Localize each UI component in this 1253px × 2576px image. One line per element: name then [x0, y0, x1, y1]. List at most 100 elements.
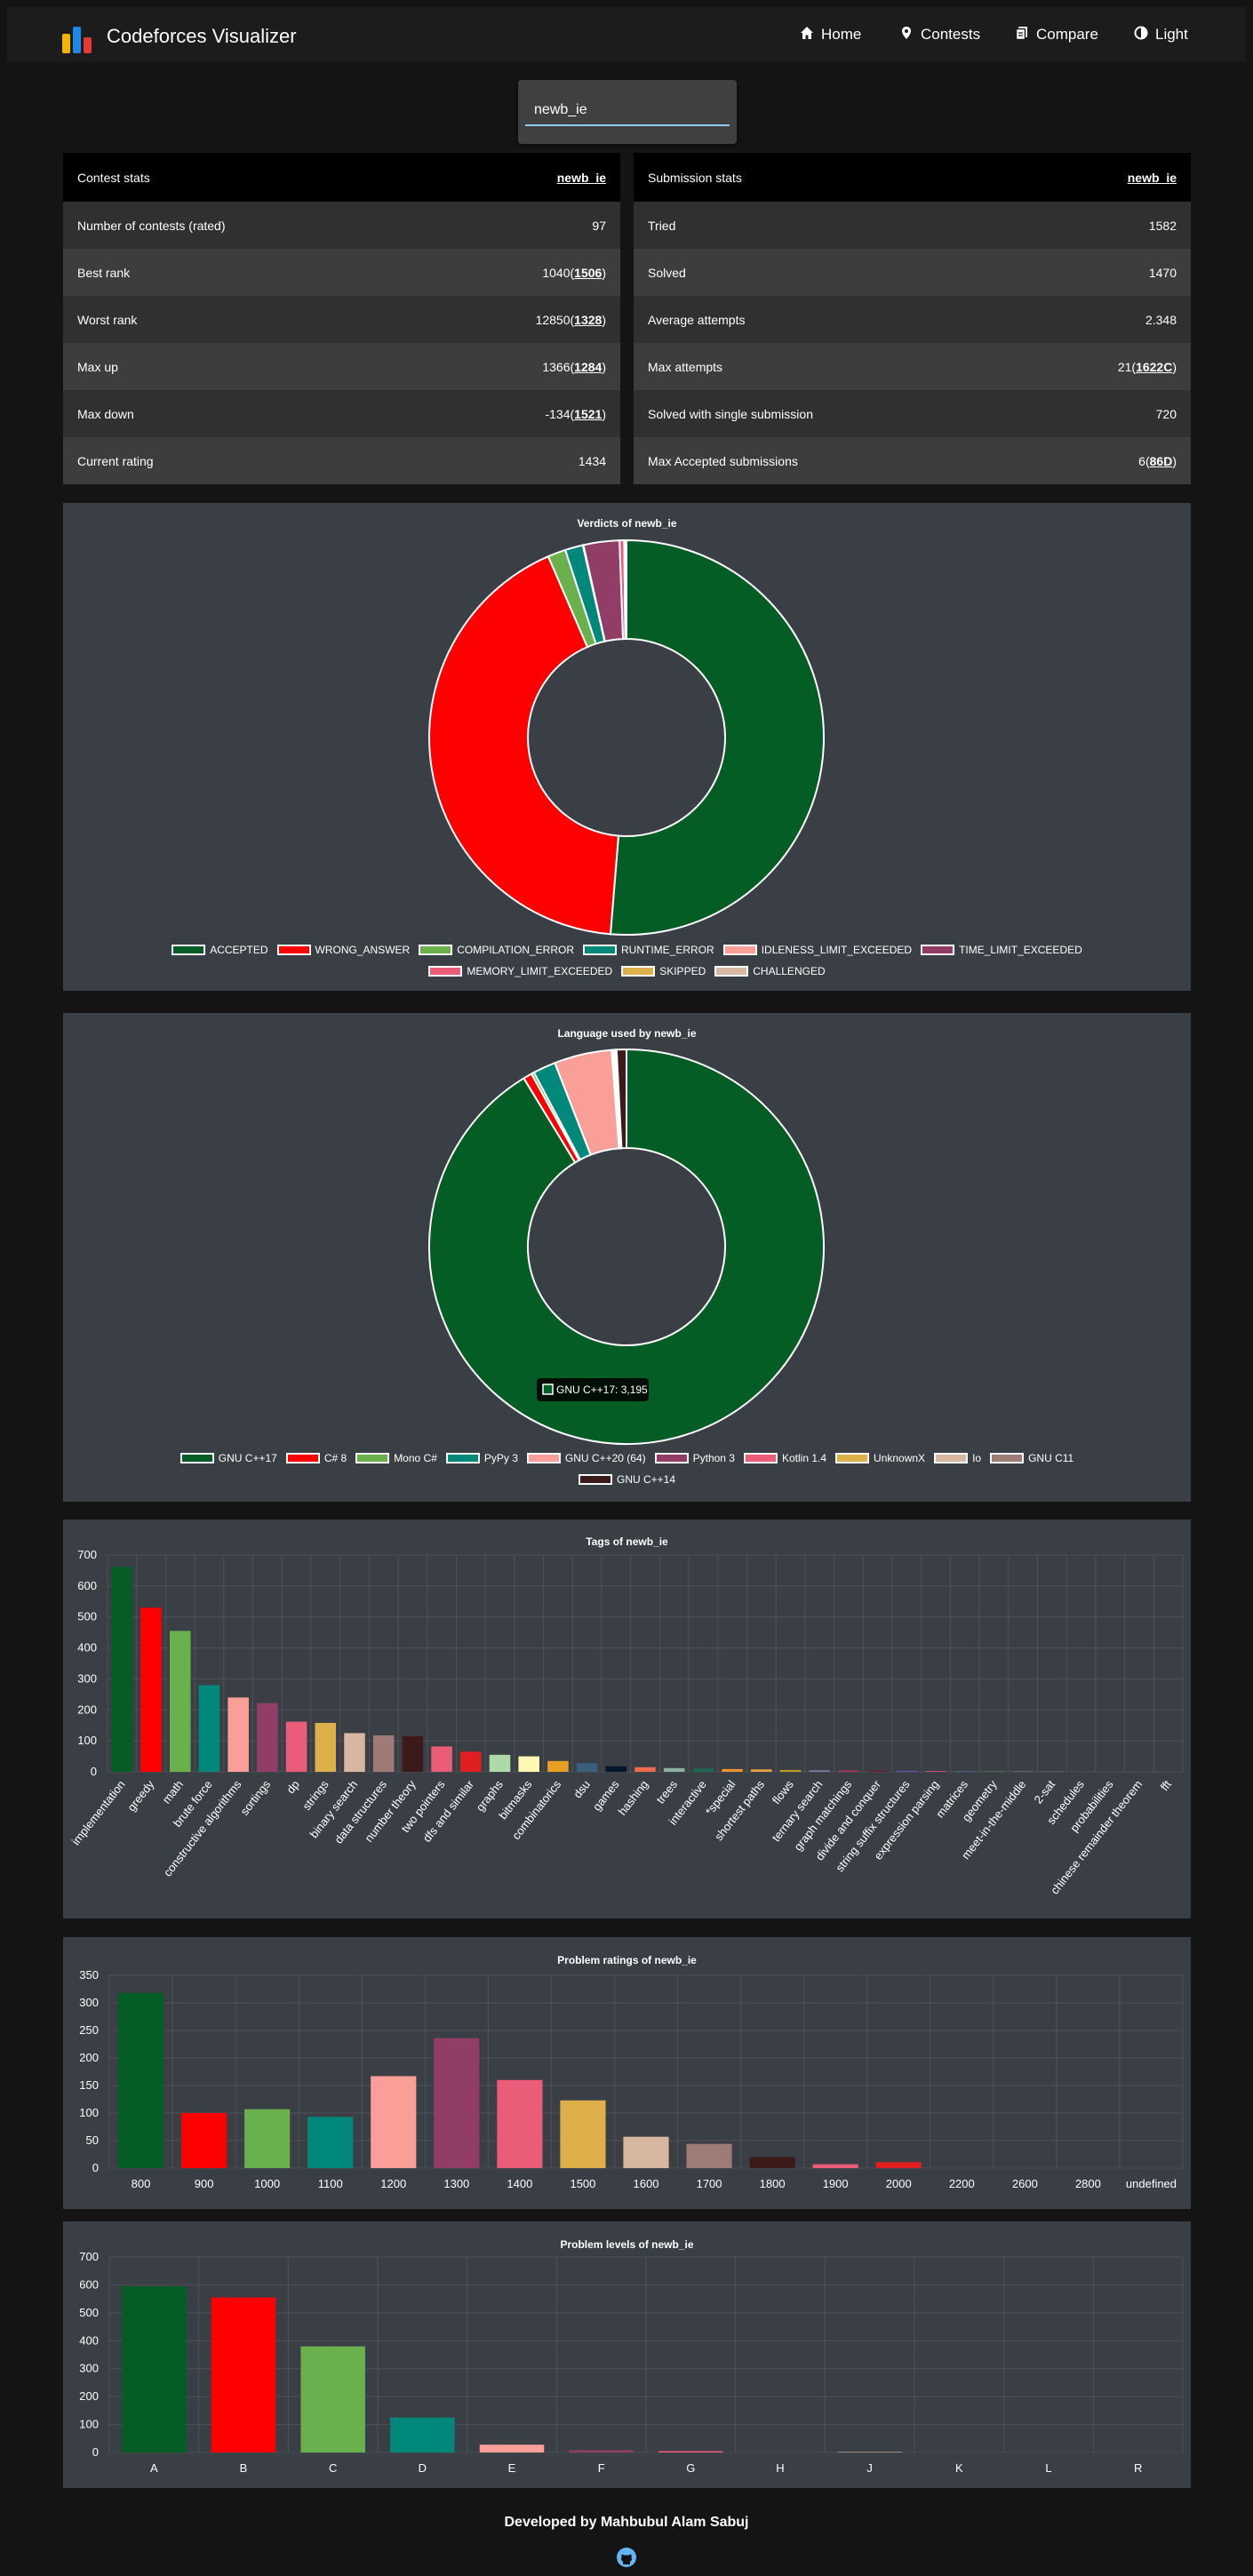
language-legend-item[interactable]: GNU C++20 (64) — [526, 1448, 646, 1468]
tag-bar[interactable] — [372, 1735, 395, 1772]
verdict-legend-item[interactable]: TIME_LIMIT_EXCEEDED — [921, 940, 1082, 960]
handle-input[interactable] — [525, 96, 730, 126]
tag-bar[interactable] — [866, 1770, 889, 1772]
contest-stats-user-link[interactable]: newb_ie — [556, 170, 606, 185]
tag-bar[interactable] — [402, 1735, 424, 1772]
tag-bar[interactable] — [169, 1631, 191, 1772]
verdict-legend-item[interactable]: RUNTIME_ERROR — [583, 940, 714, 960]
verdict-legend-item[interactable]: SKIPPED — [621, 961, 706, 981]
tag-bar[interactable] — [751, 1769, 772, 1772]
tag-bar[interactable] — [983, 1771, 1005, 1772]
verdict-slice[interactable] — [609, 538, 825, 936]
level-bar[interactable] — [390, 2417, 455, 2452]
rating-bar[interactable] — [434, 2038, 480, 2168]
tag-bar[interactable] — [431, 1746, 452, 1772]
nav-contests[interactable]: Contests — [899, 7, 980, 62]
rating-bar[interactable] — [875, 2162, 922, 2168]
tag-bar[interactable] — [460, 1751, 482, 1772]
tag-bar[interactable] — [547, 1760, 569, 1772]
tag-bar[interactable] — [838, 1770, 859, 1772]
contest-link[interactable]: 1521 — [574, 406, 603, 421]
rating-bar[interactable] — [371, 2076, 417, 2168]
app-title[interactable]: Codeforces Visualizer — [107, 25, 297, 47]
level-bar[interactable] — [479, 2444, 545, 2452]
language-legend-item[interactable]: Io — [934, 1448, 981, 1468]
verdict-legend-item[interactable]: WRONG_ANSWER — [276, 940, 410, 960]
tag-bar[interactable] — [779, 1769, 802, 1772]
github-icon[interactable] — [616, 2547, 637, 2568]
rating-bar[interactable] — [497, 2079, 543, 2168]
tag-bar[interactable] — [634, 1767, 656, 1772]
tag-bar[interactable] — [111, 1567, 133, 1772]
rating-bar[interactable] — [244, 2109, 291, 2168]
verdict-slice[interactable] — [428, 554, 620, 936]
level-bar[interactable] — [569, 2450, 634, 2452]
ratings-bar-chart[interactable]: 0 50 100 150 200 250 300 350 800 900 1000 1100 1200 1… — [63, 1937, 1191, 2209]
language-legend-item[interactable]: GNU C11 — [990, 1448, 1073, 1468]
nav-home[interactable]: Home — [800, 7, 861, 62]
submission-stats-user-link[interactable]: newb_ie — [1127, 170, 1177, 185]
contest-link[interactable]: 1506 — [574, 265, 603, 280]
rating-bar[interactable] — [623, 2136, 669, 2168]
verdict-legend-item[interactable]: IDLENESS_LIMIT_EXCEEDED — [722, 940, 912, 960]
tag-bar[interactable] — [722, 1768, 743, 1772]
problem-link[interactable]: 86D — [1149, 453, 1173, 468]
verdict-legend-item[interactable]: ACCEPTED — [172, 940, 268, 960]
language-slice[interactable] — [615, 1048, 627, 1150]
tag-bar[interactable] — [576, 1763, 598, 1772]
tag-bar[interactable] — [344, 1733, 365, 1772]
nav-compare[interactable]: Compare — [1015, 7, 1098, 62]
tag-bar[interactable] — [1012, 1771, 1034, 1772]
tag-bar[interactable] — [605, 1766, 627, 1772]
levels-bar-chart[interactable]: 0 100 200 300 400 500 600 700 A B C D E F G H J K L R — [63, 2221, 1191, 2488]
rating-bar[interactable] — [181, 2113, 227, 2168]
verdicts-donut-chart[interactable] — [63, 503, 1191, 991]
language-legend-item[interactable]: Python 3 — [654, 1448, 735, 1468]
language-legend-item[interactable]: GNU C++14 — [578, 1470, 675, 1489]
contest-link[interactable]: 1328 — [574, 312, 603, 327]
language-legend-item[interactable]: GNU C++17 — [180, 1448, 277, 1468]
verdict-legend-item[interactable]: MEMORY_LIMIT_EXCEEDED — [428, 961, 612, 981]
tag-bar[interactable] — [285, 1721, 307, 1772]
tag-bar[interactable] — [140, 1607, 162, 1772]
tag-bar[interactable] — [227, 1697, 249, 1772]
language-legend-item[interactable]: UnknownX — [835, 1448, 925, 1468]
language-donut-chart[interactable]: GNU C++17: 3,195 — [63, 1013, 1191, 1502]
rating-bar[interactable] — [307, 2117, 354, 2168]
verdict-legend-item[interactable]: CHALLENGED — [714, 961, 826, 981]
rating-bar[interactable] — [117, 1992, 164, 2168]
level-bar[interactable] — [122, 2286, 187, 2452]
language-legend-item[interactable]: Mono C# — [355, 1448, 437, 1468]
rating-bar[interactable] — [560, 2100, 606, 2168]
tag-x-tick: fft — [1158, 1777, 1175, 1793]
level-bar[interactable] — [300, 2346, 365, 2452]
level-bar[interactable] — [658, 2451, 723, 2452]
rating-bar[interactable] — [686, 2143, 732, 2168]
verdict-legend-item[interactable]: COMPILATION_ERROR — [419, 940, 574, 960]
nav-theme-toggle[interactable]: Light — [1134, 7, 1188, 62]
language-legend-item[interactable]: C# 8 — [285, 1448, 347, 1468]
tag-bar[interactable] — [809, 1770, 830, 1772]
stat-value: 97 — [592, 218, 606, 233]
level-bar[interactable] — [211, 2297, 276, 2452]
tag-bar[interactable] — [198, 1685, 220, 1772]
tag-bar[interactable] — [925, 1770, 946, 1772]
verdict-slice[interactable] — [624, 538, 627, 641]
tag-bar[interactable] — [954, 1771, 976, 1772]
language-legend-item[interactable]: Kotlin 1.4 — [743, 1448, 826, 1468]
tag-bar[interactable] — [489, 1754, 511, 1772]
tags-bar-chart[interactable]: 0 100 200 300 400 500 600 700 implementationgree… — [63, 1519, 1191, 1918]
tag-bar[interactable] — [692, 1768, 714, 1772]
tag-bar[interactable] — [896, 1770, 918, 1772]
language-legend-item[interactable]: PyPy 3 — [445, 1448, 518, 1468]
tag-bar[interactable] — [663, 1767, 685, 1772]
tag-bar[interactable] — [315, 1722, 337, 1772]
tag-bar[interactable] — [518, 1756, 539, 1772]
contest-link[interactable]: 1284 — [574, 359, 603, 374]
problem-link[interactable]: 1622C — [1136, 359, 1173, 374]
language-slice[interactable] — [428, 1048, 825, 1445]
rating-bar[interactable] — [812, 2164, 858, 2168]
app-logo-icon[interactable] — [62, 25, 94, 53]
rating-bar[interactable] — [749, 2157, 795, 2168]
tag-bar[interactable] — [257, 1703, 278, 1772]
